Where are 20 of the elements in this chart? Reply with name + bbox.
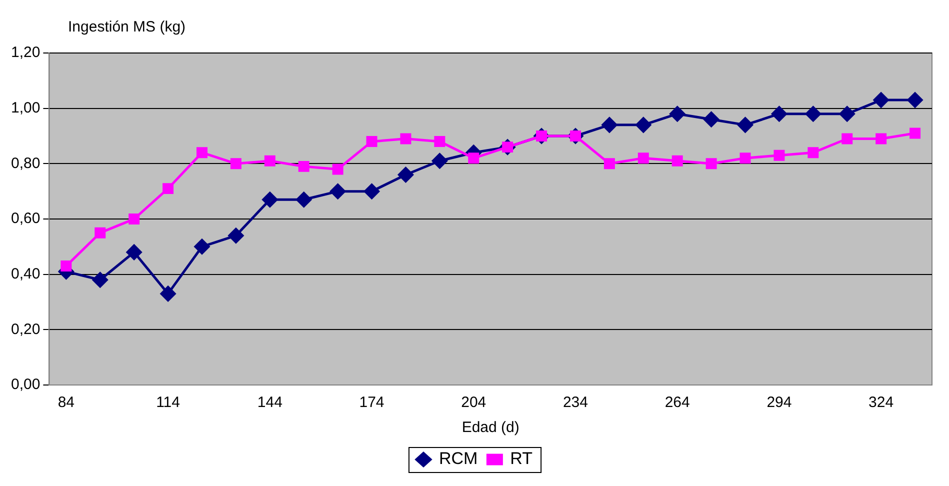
x-tick-label: 324 <box>868 394 894 412</box>
x-axis-title: Edad (d) <box>462 419 520 436</box>
y-tick-label: 1,20 <box>10 44 40 62</box>
y-tick-label: 0,00 <box>10 376 40 394</box>
y-tick-label: 0,60 <box>10 210 40 228</box>
x-tick-label: 84 <box>58 394 75 412</box>
x-tick-label: 234 <box>562 394 588 412</box>
x-tick-label: 294 <box>766 394 792 412</box>
x-tick-label: 144 <box>257 394 282 412</box>
y-tick-label: 0,80 <box>10 154 40 172</box>
y-tick-label: 1,00 <box>10 99 40 116</box>
y-tick-label: 0,20 <box>10 320 40 338</box>
y-axis-title: Ingestión MS (kg) <box>68 18 186 36</box>
legend-label: RCM <box>438 449 478 468</box>
x-tick-label: 264 <box>664 394 690 412</box>
x-tick-label: 204 <box>461 394 486 412</box>
x-tick-label: 174 <box>359 394 384 412</box>
x-tick-label: 114 <box>156 394 180 412</box>
legend-label: RT <box>510 449 533 468</box>
y-tick-label: 0,40 <box>10 265 40 282</box>
